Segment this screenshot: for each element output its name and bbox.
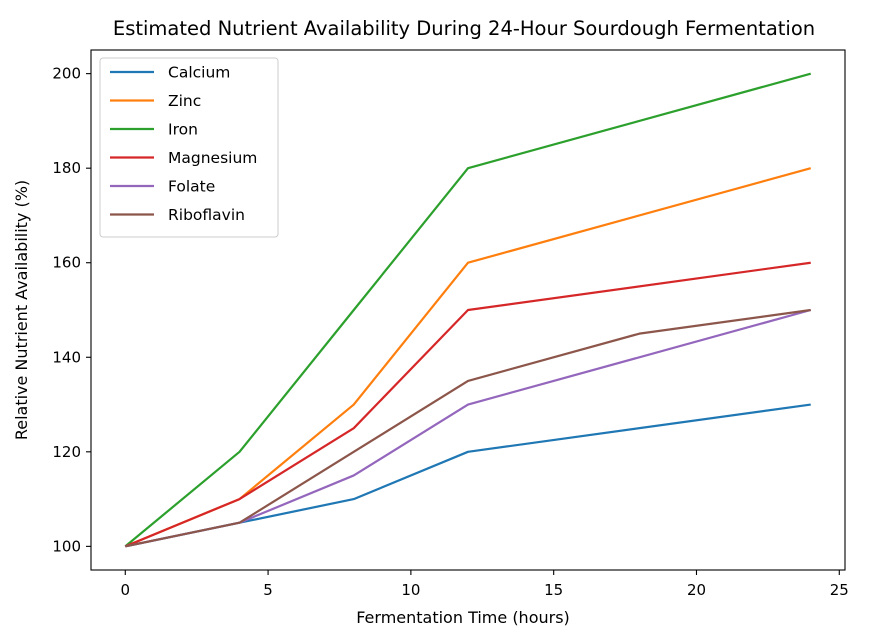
legend-label-magnesium: Magnesium bbox=[168, 149, 257, 167]
series-layer bbox=[124, 72, 812, 548]
legend-label-iron: Iron bbox=[168, 121, 198, 139]
x-tick-label: 25 bbox=[830, 581, 849, 599]
legend-frame bbox=[99, 57, 279, 238]
chart-title: Estimated Nutrient Availability During 2… bbox=[113, 17, 815, 40]
y-axis-label: Relative Nutrient Availability (%) bbox=[12, 180, 31, 440]
legend-label-zinc: Zinc bbox=[168, 92, 201, 110]
plot-frame bbox=[90, 49, 846, 571]
x-tick-label: 10 bbox=[401, 581, 420, 599]
y-tick-label: 120 bbox=[52, 443, 81, 461]
y-tick-label: 180 bbox=[52, 159, 81, 177]
series-line-folate bbox=[125, 308, 812, 548]
series-line-iron bbox=[124, 72, 812, 548]
y-axis: 100 120 140 160 180 200 bbox=[52, 65, 91, 555]
x-tick-label: 15 bbox=[544, 581, 563, 599]
y-tick-label: 100 bbox=[52, 537, 81, 555]
x-tick-label: 0 bbox=[120, 581, 130, 599]
x-axis-label: Fermentation Time (hours) bbox=[356, 608, 570, 627]
x-axis: 0 5 10 15 20 25 bbox=[120, 570, 849, 599]
series-line-magnesium bbox=[124, 261, 811, 548]
legend-label-riboflavin: Riboflavin bbox=[168, 206, 245, 224]
x-tick-label: 20 bbox=[687, 581, 706, 599]
series-line-riboflavin bbox=[125, 308, 811, 548]
y-tick-label: 160 bbox=[52, 254, 81, 272]
y-tick-label: 200 bbox=[52, 65, 81, 83]
legend-label-calcium: Calcium bbox=[168, 64, 230, 82]
x-tick-label: 5 bbox=[263, 581, 273, 599]
legend-label-folate: Folate bbox=[168, 178, 215, 196]
y-tick-label: 140 bbox=[52, 348, 81, 366]
legend: Calcium Zinc Iron Magnesium Folate Riboflavin bbox=[99, 57, 279, 238]
